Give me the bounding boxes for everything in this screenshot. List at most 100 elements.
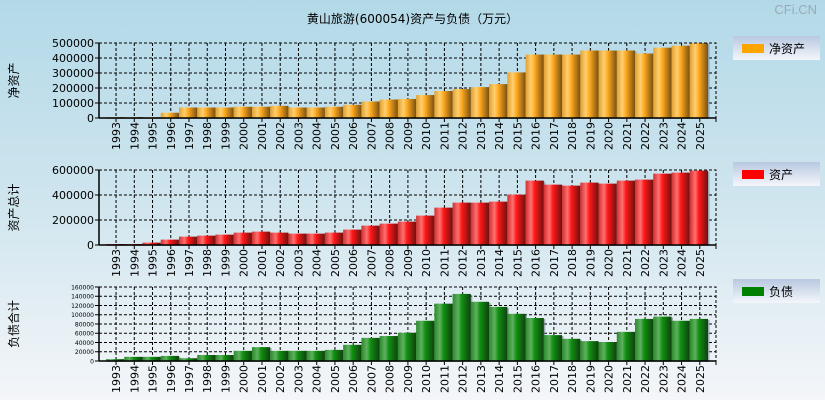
bar-2007 bbox=[361, 101, 380, 118]
x-tick-label: 1996 bbox=[165, 249, 178, 277]
x-tick-label: 1996 bbox=[165, 122, 178, 150]
y-tick-label: 100000 bbox=[71, 312, 94, 319]
bar-2012 bbox=[452, 89, 471, 118]
bar-1998 bbox=[197, 235, 216, 245]
y-tick-label: 60000 bbox=[75, 331, 94, 338]
x-tick-label: 2024 bbox=[676, 249, 689, 277]
x-tick-label: 2013 bbox=[475, 122, 488, 150]
x-tick-label: 1996 bbox=[165, 365, 178, 393]
y-tick-label: 120000 bbox=[71, 303, 94, 310]
x-tick-label: 2010 bbox=[420, 365, 433, 393]
x-tick-label: 2001 bbox=[256, 365, 269, 393]
legend-label: 净资产 bbox=[769, 42, 805, 56]
y-tick-label: 0 bbox=[87, 112, 94, 125]
bar-2024 bbox=[671, 45, 690, 119]
x-tick-label: 2005 bbox=[329, 365, 342, 393]
x-tick-label: 1999 bbox=[219, 365, 232, 393]
bar-2012 bbox=[452, 202, 471, 245]
x-tick-label: 2022 bbox=[639, 122, 652, 150]
bar-2013 bbox=[470, 202, 490, 245]
bar-2014 bbox=[489, 306, 508, 361]
x-tick-label: 1994 bbox=[128, 122, 141, 150]
bar-1998 bbox=[197, 107, 216, 118]
x-tick-label: 2000 bbox=[238, 365, 251, 393]
bar-2017 bbox=[543, 335, 563, 361]
y-tick-label: 160000 bbox=[71, 284, 94, 291]
legend-label: 资产 bbox=[769, 168, 793, 182]
bar-2007 bbox=[361, 225, 380, 245]
legend-label: 负债 bbox=[769, 285, 793, 299]
x-tick-label: 1997 bbox=[183, 122, 196, 150]
bar-2002 bbox=[270, 105, 289, 118]
bar-2005 bbox=[324, 232, 344, 245]
panel-2: 0 200000 400000 600000 1993 1994 1995 1996 1997 1… bbox=[7, 162, 820, 277]
bar-1995 bbox=[142, 356, 161, 361]
bar-2022 bbox=[635, 318, 654, 361]
x-tick-label: 2003 bbox=[292, 365, 305, 393]
y-axis-label: 资产总计 bbox=[7, 183, 21, 231]
x-tick-label: 2017 bbox=[548, 249, 561, 277]
x-tick-label: 2017 bbox=[548, 365, 561, 393]
x-tick-label: 2007 bbox=[365, 249, 378, 277]
bar-2006 bbox=[343, 344, 362, 361]
x-tick-label: 1993 bbox=[110, 122, 123, 150]
bar-2006 bbox=[343, 104, 362, 118]
bar-2024 bbox=[671, 320, 690, 361]
x-tick-label: 2020 bbox=[603, 122, 616, 150]
x-tick-label: 2002 bbox=[274, 122, 287, 150]
x-tick-label: 2012 bbox=[457, 249, 470, 277]
bar-2010 bbox=[416, 95, 435, 118]
y-tick-label: 400000 bbox=[52, 189, 94, 202]
x-tick-label: 2024 bbox=[676, 122, 689, 150]
bar-2001 bbox=[251, 231, 271, 245]
bar-2009 bbox=[397, 332, 417, 361]
bar-2002 bbox=[270, 350, 289, 361]
panel-1: 0 100000 200000 300000 400000 500000 1993 1994 1… bbox=[7, 36, 820, 150]
bar-2010 bbox=[416, 320, 435, 361]
y-tick-label: 80000 bbox=[75, 321, 94, 328]
x-tick-label: 2020 bbox=[603, 249, 616, 277]
bar-2011 bbox=[434, 91, 453, 118]
x-tick-label: 2011 bbox=[438, 365, 451, 393]
bar-2008 bbox=[379, 336, 398, 361]
bar-2001 bbox=[251, 347, 271, 361]
x-tick-label: 2022 bbox=[639, 249, 652, 277]
x-tick-label: 2021 bbox=[621, 365, 634, 393]
x-tick-label: 1999 bbox=[219, 122, 232, 150]
y-tick-label: 400000 bbox=[52, 52, 94, 65]
bar-1999 bbox=[215, 107, 234, 118]
bar-2024 bbox=[671, 172, 690, 245]
x-tick-label: 2004 bbox=[311, 122, 324, 150]
y-tick-label: 600000 bbox=[52, 164, 94, 177]
bar-1997 bbox=[178, 358, 198, 361]
bar-1994 bbox=[124, 356, 143, 361]
x-tick-label: 2001 bbox=[256, 249, 269, 277]
bar-2003 bbox=[288, 233, 307, 245]
bar-2020 bbox=[598, 183, 617, 245]
x-tick-label: 1998 bbox=[201, 122, 214, 150]
bar-1996 bbox=[160, 112, 179, 118]
x-tick-label: 2013 bbox=[475, 365, 488, 393]
x-tick-label: 2005 bbox=[329, 122, 342, 150]
bar-2017 bbox=[543, 54, 563, 118]
x-tick-label: 2015 bbox=[511, 365, 524, 393]
x-tick-label: 2023 bbox=[657, 365, 670, 393]
x-tick-label: 2020 bbox=[603, 365, 616, 393]
x-tick-label: 2007 bbox=[365, 365, 378, 393]
bar-2021 bbox=[616, 50, 636, 118]
x-tick-label: 1995 bbox=[147, 122, 160, 150]
bar-2013 bbox=[470, 87, 490, 118]
x-tick-label: 2010 bbox=[420, 249, 433, 277]
y-tick-label: 0 bbox=[90, 358, 94, 365]
x-tick-label: 1999 bbox=[219, 249, 232, 277]
bar-2023 bbox=[653, 47, 672, 118]
y-tick-label: 200000 bbox=[52, 82, 94, 95]
bar-1997 bbox=[178, 236, 198, 245]
y-tick-label: 300000 bbox=[52, 67, 94, 80]
bar-2019 bbox=[580, 50, 599, 118]
legend-swatch bbox=[742, 287, 764, 296]
bar-2011 bbox=[434, 303, 453, 361]
x-tick-label: 2013 bbox=[475, 249, 488, 277]
x-tick-label: 2014 bbox=[493, 122, 506, 150]
